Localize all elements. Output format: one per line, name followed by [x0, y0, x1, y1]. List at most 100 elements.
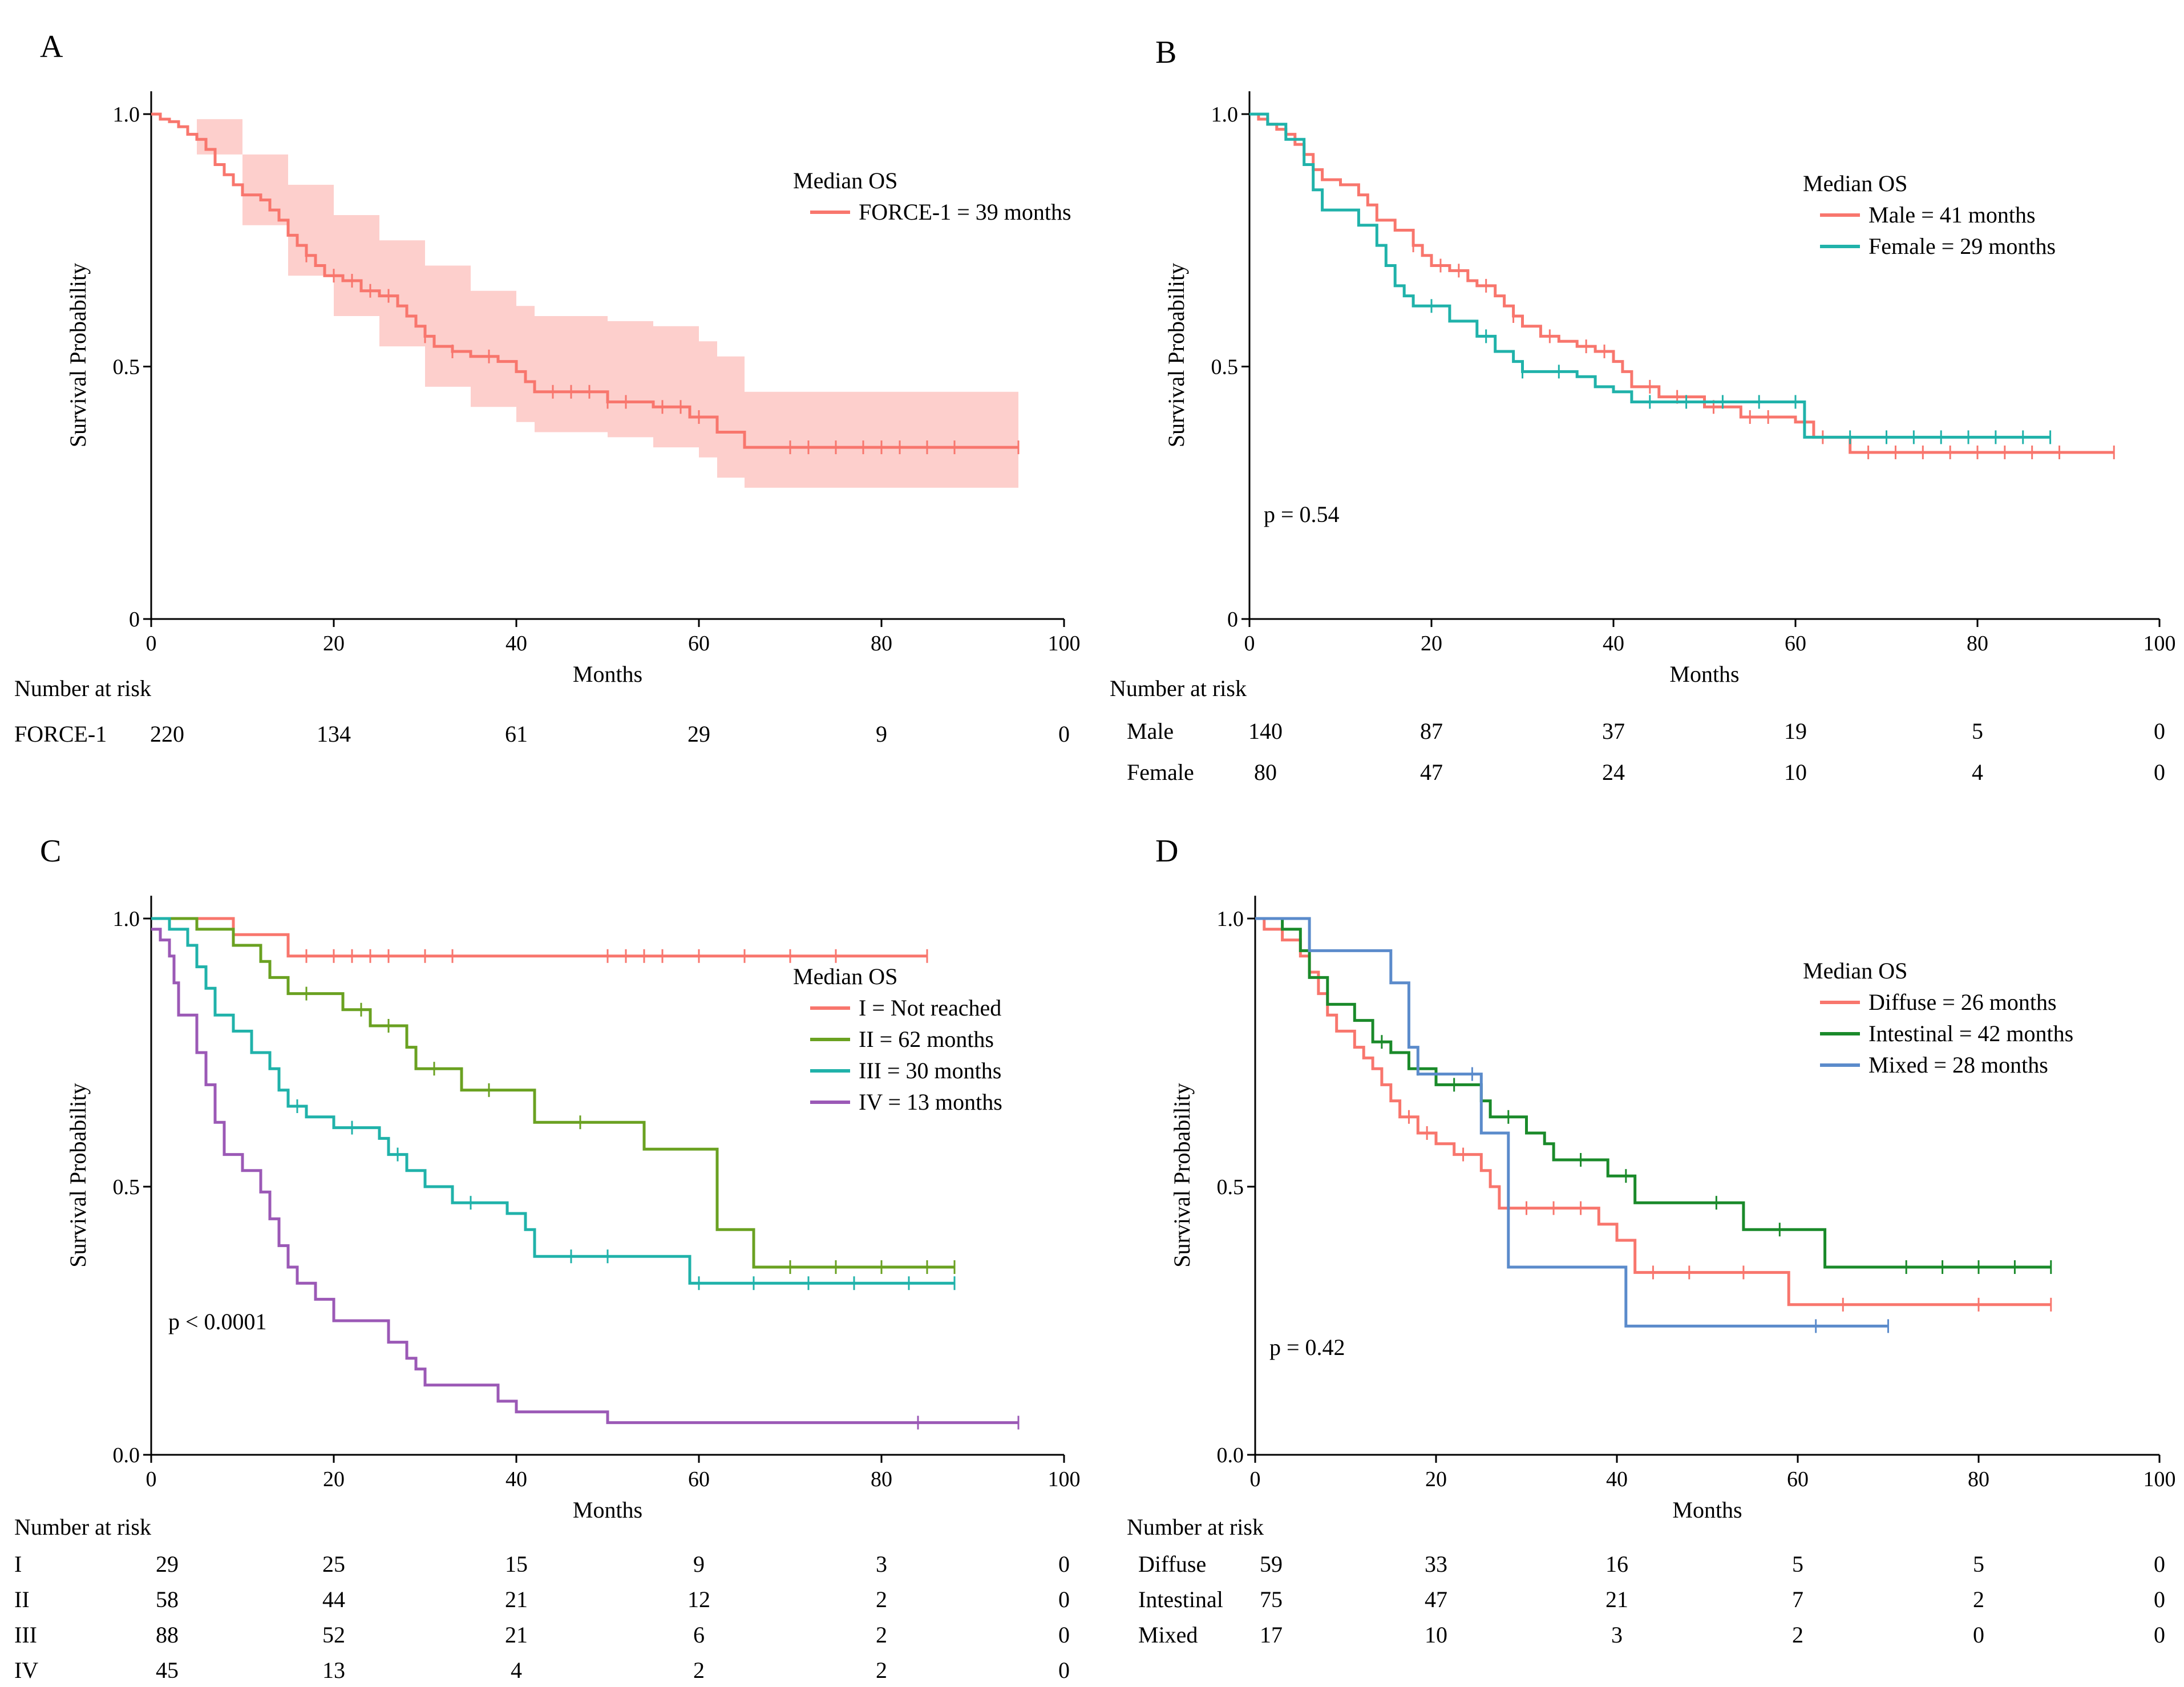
y-tick-label: 0 [129, 608, 140, 632]
x-tick-label: 100 [1048, 632, 1081, 656]
series-2 [1255, 917, 2052, 1274]
risk-table: Number at risk I 29 25 15 9 3 0 II 58 44 21 12 2 0 III 8… [14, 1514, 1070, 1683]
risk-count: 37 [1602, 718, 1625, 744]
risk-count: 0 [2154, 718, 2165, 744]
risk-count: 0 [2154, 1587, 2165, 1612]
series-1 [151, 112, 1020, 488]
y-axis-label: Survival Probability [1169, 1083, 1195, 1267]
x-tick-label: 100 [2143, 632, 2176, 656]
x-tick-label: 0 [146, 632, 157, 656]
risk-count: 21 [505, 1622, 528, 1648]
x-tick-label: 20 [323, 1467, 345, 1491]
x-tick-label: 20 [1425, 1467, 1447, 1491]
legend-entry: Intestinal = 42 months [1868, 1021, 2073, 1046]
risk-count: 16 [1605, 1551, 1628, 1577]
risk-count: 5 [1972, 718, 1983, 744]
x-tick-label: 60 [1787, 1467, 1809, 1491]
risk-count: 29 [156, 1551, 179, 1577]
risk-count: 12 [687, 1587, 710, 1612]
survival-curve [1255, 917, 2051, 1269]
risk-count: 52 [322, 1622, 345, 1648]
x-tick-label: 0 [146, 1467, 157, 1491]
risk-row-label: III [14, 1622, 37, 1648]
risk-count: 24 [1602, 759, 1625, 785]
legend: Median OS FORCE-1 = 39 months [793, 168, 1071, 225]
x-axis-label: Months [1669, 661, 1739, 687]
risk-count: 33 [1425, 1551, 1447, 1577]
x-tick-label: 60 [688, 1467, 710, 1491]
y-tick-label: 0.5 [113, 355, 140, 379]
risk-row-label: Intestinal [1138, 1587, 1223, 1612]
series-1 [1249, 112, 2115, 459]
x-tick-label: 20 [1421, 632, 1442, 656]
risk-count: 9 [693, 1551, 705, 1577]
risk-table-title: Number at risk [14, 1514, 151, 1540]
x-tick-label: 80 [1968, 1467, 1989, 1491]
risk-table-title: Number at risk [1127, 1514, 1264, 1540]
survival-curve [1255, 917, 1888, 1328]
risk-count: 2 [876, 1657, 887, 1683]
x-tick-label: 80 [1967, 632, 1988, 656]
legend-entry: Diffuse = 26 months [1868, 989, 2057, 1015]
risk-count: 13 [322, 1657, 345, 1683]
survival-curve [1249, 112, 2114, 454]
legend-title: Median OS [1803, 958, 1907, 984]
risk-count: 61 [505, 721, 528, 747]
risk-row-label: Male [1127, 718, 1174, 744]
survival-curve [151, 917, 955, 1285]
y-tick-label: 1.0 [113, 907, 140, 931]
risk-count: 21 [1605, 1587, 1628, 1612]
risk-table: Number at risk Male 140 87 37 19 5 0 Female 80 47 2… [1110, 675, 2165, 785]
x-tick-label: 20 [323, 632, 345, 656]
legend-entry: III = 30 months [859, 1058, 1001, 1083]
x-tick-label: 60 [1785, 632, 1806, 656]
risk-row-label: Diffuse [1138, 1551, 1206, 1577]
risk-count: 0 [1058, 721, 1070, 747]
risk-count: 0 [1058, 1622, 1070, 1648]
legend: Median OS Male = 41 months Female = 29 mon… [1803, 171, 2056, 259]
survival-curve [151, 917, 927, 958]
x-tick-label: 100 [1048, 1467, 1081, 1491]
x-tick-label: 40 [505, 632, 527, 656]
risk-count: 47 [1425, 1587, 1447, 1612]
risk-table-title: Number at risk [1110, 675, 1247, 701]
risk-count: 3 [1611, 1622, 1623, 1648]
series-2 [151, 917, 956, 1274]
y-tick-label: 1.0 [113, 103, 140, 127]
risk-table: Number at risk Diffuse 59 33 16 5 5 0 Intestinal… [1127, 1514, 2165, 1648]
legend-title: Median OS [793, 964, 897, 989]
risk-count: 0 [1973, 1622, 1984, 1648]
risk-count: 45 [156, 1657, 179, 1683]
risk-row-label: I [14, 1551, 22, 1577]
y-axis-label: Survival Probability [65, 1083, 91, 1267]
panel-letter: A [40, 29, 63, 64]
legend-entry: II = 62 months [859, 1026, 994, 1052]
risk-count: 47 [1420, 759, 1443, 785]
x-tick-label: 0 [1250, 1467, 1261, 1491]
risk-count: 5 [1792, 1551, 1803, 1577]
y-axis-label: Survival Probability [65, 263, 91, 447]
risk-count: 44 [322, 1587, 345, 1612]
x-tick-label: 40 [1606, 1467, 1628, 1491]
risk-count: 6 [693, 1622, 705, 1648]
legend-entry: I = Not reached [859, 995, 1001, 1021]
y-tick-label: 1.0 [1211, 103, 1239, 127]
survival-curve [151, 928, 1018, 1425]
risk-count: 7 [1792, 1587, 1803, 1612]
risk-count: 3 [876, 1551, 887, 1577]
legend-entry: Mixed = 28 months [1868, 1052, 2048, 1078]
y-tick-label: 0.5 [1211, 355, 1239, 379]
x-axis-label: Months [1672, 1497, 1742, 1523]
risk-count: 21 [505, 1587, 528, 1612]
risk-count: 87 [1420, 718, 1443, 744]
x-tick-label: 60 [688, 632, 710, 656]
p-value: p = 0.42 [1269, 1334, 1345, 1360]
legend-entry: Male = 41 months [1868, 202, 2036, 228]
x-tick-label: 40 [505, 1467, 527, 1491]
legend-title: Median OS [1803, 171, 1907, 196]
survival-curve [1249, 112, 2050, 439]
risk-table: Number at risk FORCE-1 220 134 61 29 9 0 [14, 675, 1070, 747]
